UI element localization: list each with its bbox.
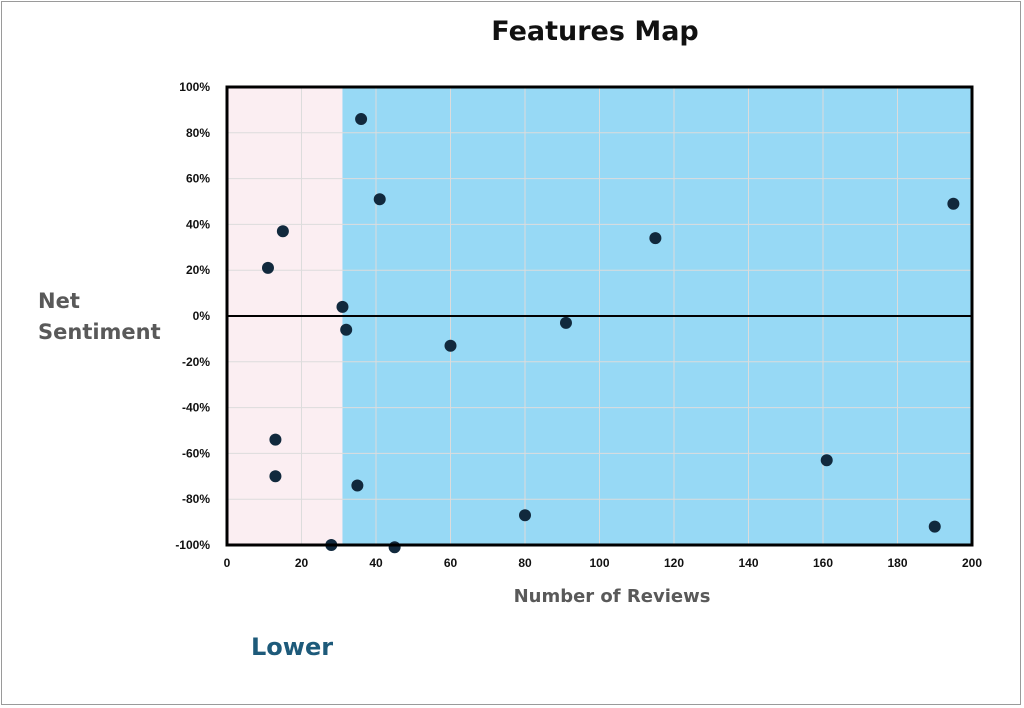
x-tick-labels: 0 20 40 60 80 100 120 140 160 180 200 — [224, 556, 983, 570]
x-tick-label: 200 — [962, 556, 982, 570]
x-tick-label: 100 — [589, 556, 609, 570]
x-tick-label: 140 — [738, 556, 758, 570]
data-point — [928, 520, 941, 533]
chart-title: Features Map — [491, 16, 699, 47]
y-tick-label: 0% — [193, 309, 211, 323]
x-tick-label: 20 — [295, 556, 309, 570]
data-point — [351, 479, 364, 492]
y-axis-label: Net Sentiment — [38, 286, 161, 348]
x-axis-label: Number of Reviews — [513, 586, 711, 607]
y-tick-label: -20% — [182, 355, 210, 369]
y-tick-label: 100% — [179, 80, 210, 94]
x-tick-label: 120 — [664, 556, 684, 570]
data-point — [373, 193, 386, 206]
data-point — [649, 232, 662, 245]
x-tick-label: 80 — [518, 556, 532, 570]
y-tick-label: -100% — [175, 538, 210, 552]
data-point — [261, 261, 274, 274]
data-point — [269, 470, 282, 483]
y-axis-label-line-1: Net — [38, 289, 80, 313]
y-tick-label: 80% — [186, 126, 210, 140]
y-tick-label: -60% — [182, 446, 210, 460]
x-tick-label: 0 — [224, 556, 231, 570]
lower-annotation: Lower — [251, 633, 334, 661]
data-point — [269, 433, 282, 446]
x-tick-label: 180 — [887, 556, 907, 570]
y-axis-label-line-2: Sentiment — [38, 320, 161, 344]
y-tick-labels: -100% -80% -60% -40% -20% 0% 20% 40% 60% 80% 100% — [175, 80, 210, 552]
y-tick-label: -80% — [182, 492, 210, 506]
data-point — [336, 300, 349, 313]
x-tick-label: 40 — [369, 556, 383, 570]
data-point — [519, 509, 531, 522]
x-tick-label: 160 — [813, 556, 833, 570]
data-point — [355, 113, 368, 126]
y-tick-label: 60% — [186, 172, 210, 186]
data-point — [559, 316, 572, 329]
plot-border — [225, 85, 974, 547]
data-point — [444, 339, 457, 352]
data-point — [340, 323, 353, 336]
data-point — [820, 454, 833, 467]
x-tick-label: 60 — [444, 556, 458, 570]
data-points — [261, 113, 960, 554]
data-point — [276, 225, 289, 238]
data-point — [947, 197, 960, 210]
y-tick-label: -40% — [182, 401, 210, 415]
y-tick-label: 40% — [186, 217, 210, 231]
data-point — [388, 541, 401, 554]
y-tick-label: 20% — [186, 263, 210, 277]
